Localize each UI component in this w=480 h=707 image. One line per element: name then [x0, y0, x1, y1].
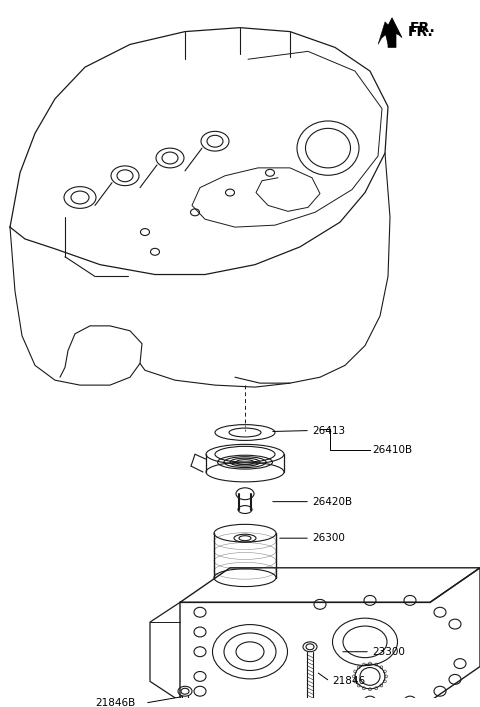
Text: 26410B: 26410B: [372, 445, 412, 455]
Text: 26420B: 26420B: [312, 496, 352, 507]
Text: FR.: FR.: [408, 25, 434, 39]
Text: 21846B: 21846B: [95, 698, 135, 707]
Text: FR.: FR.: [410, 21, 436, 35]
Text: 21846: 21846: [332, 677, 365, 686]
Text: 26300: 26300: [312, 533, 345, 543]
Polygon shape: [378, 22, 398, 45]
Polygon shape: [382, 18, 402, 47]
Text: 26413: 26413: [312, 426, 345, 436]
Text: 23300: 23300: [372, 647, 405, 657]
